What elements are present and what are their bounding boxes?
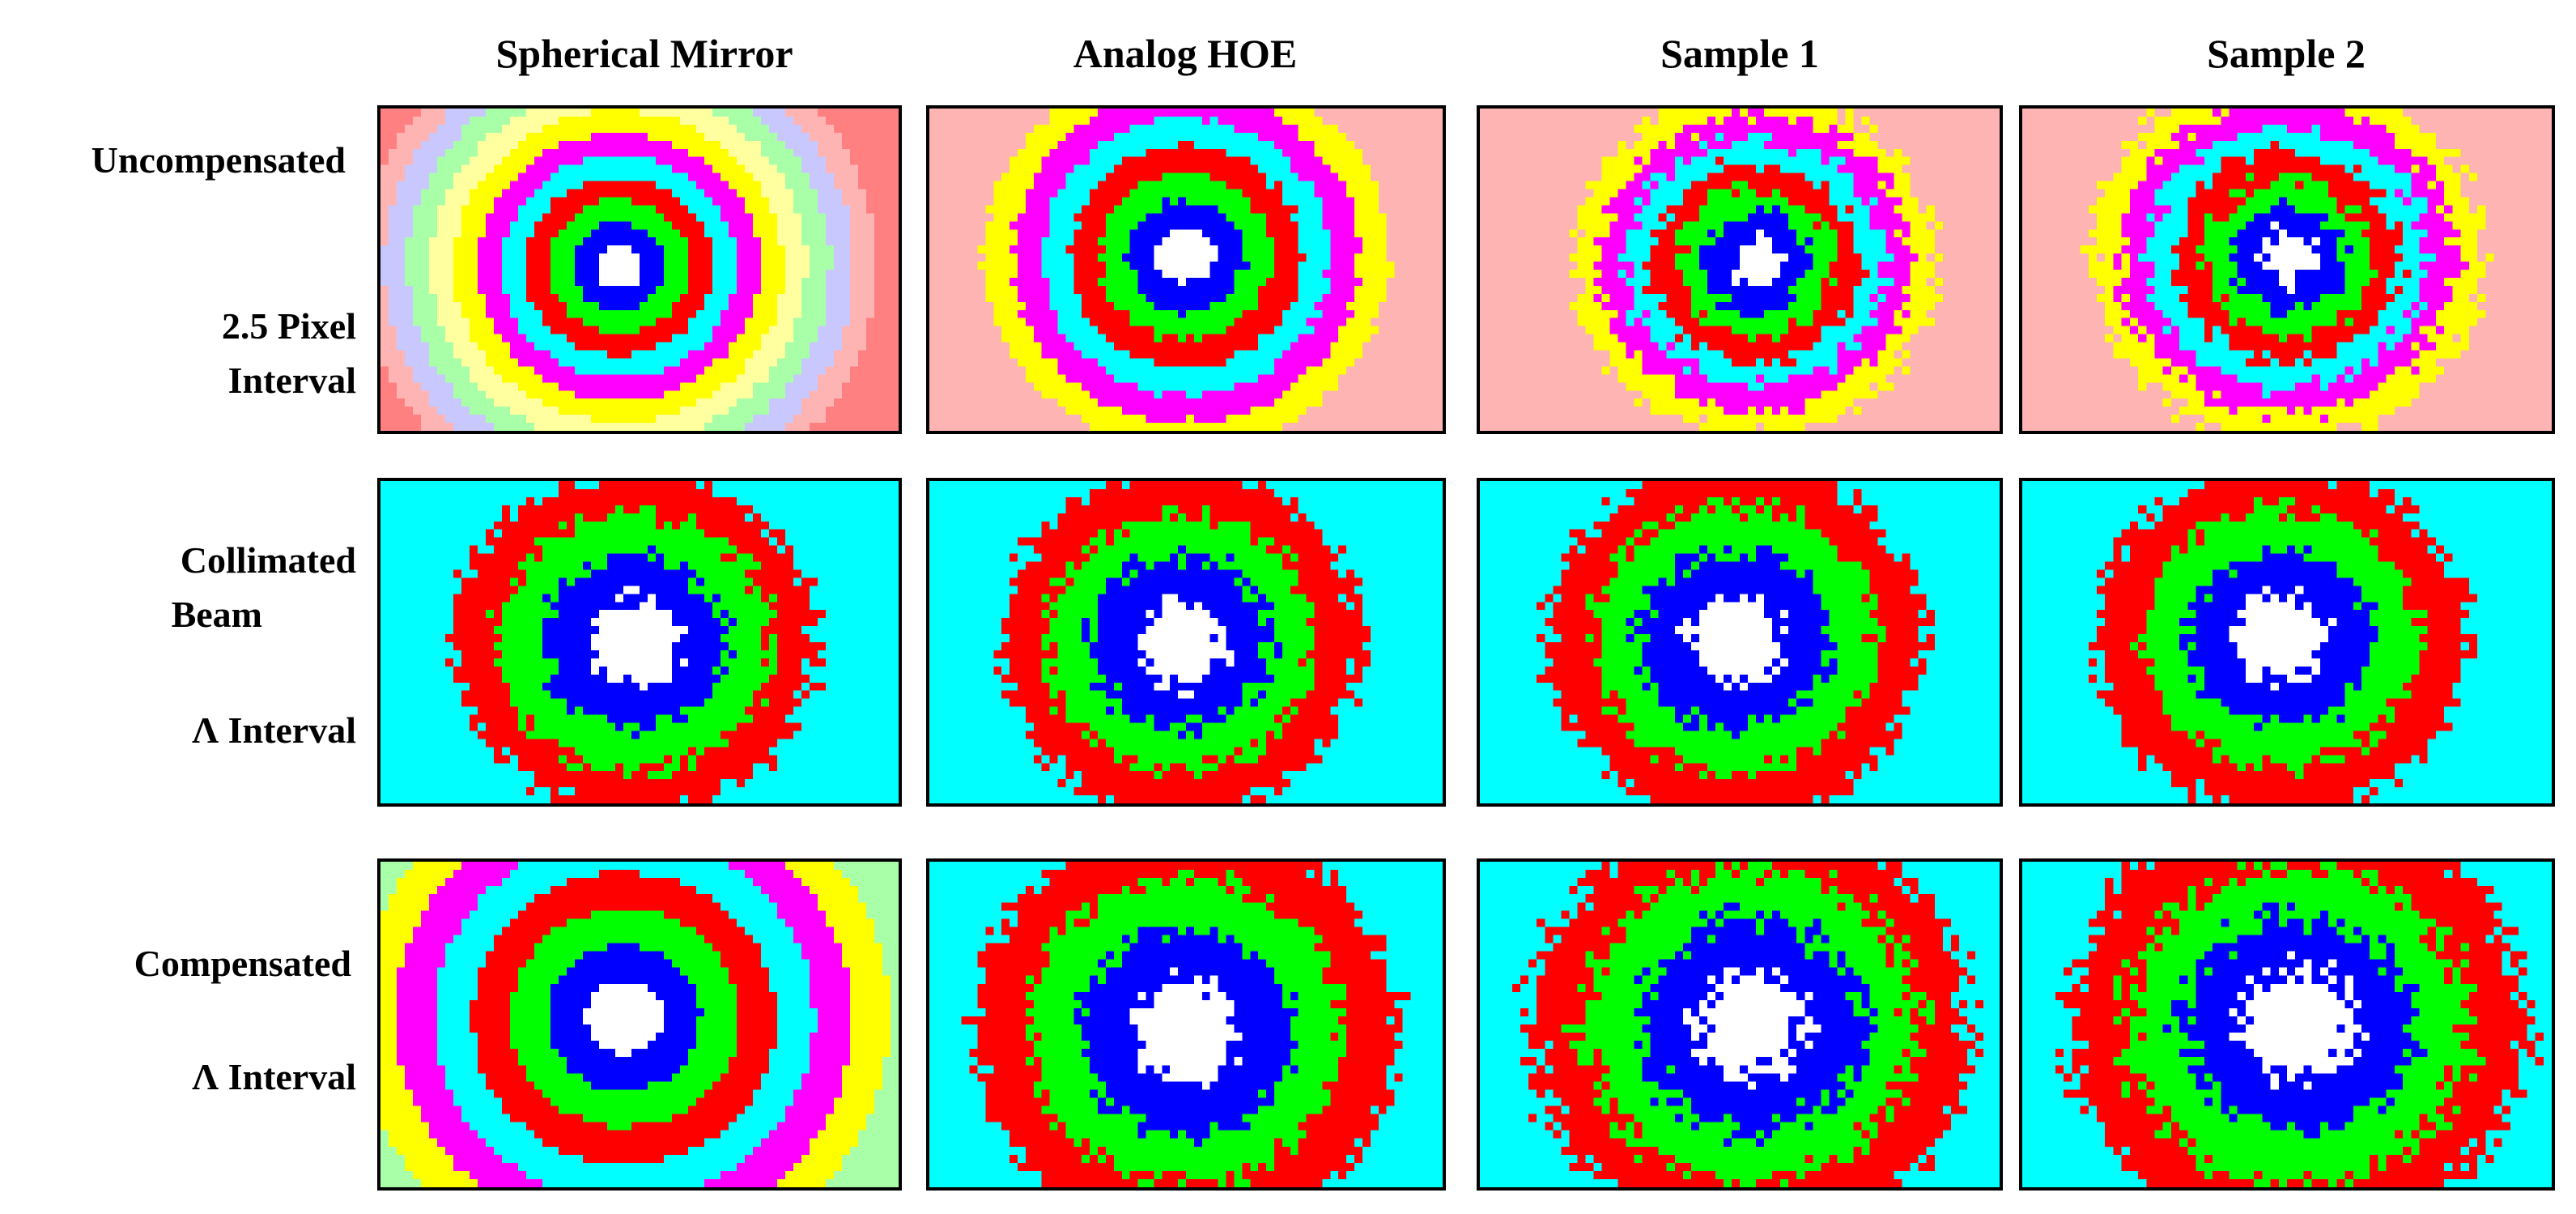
panel-collimated-sample-2 [2019,478,2555,807]
row-label-lambda-interval-compensated: Λ Interval [192,1056,356,1097]
row-label-lambda-interval-collimated: Λ Interval [192,709,356,751]
panel-uncompensated-sample-1 [1477,105,2003,434]
panel-collimated-analog-hoe [926,478,1446,807]
panel-compensated-sample-2 [2019,858,2555,1191]
panel-uncompensated-sample-2 [2019,105,2555,434]
column-header-analog-hoe: Analog HOE [1073,31,1298,76]
panel-compensated-sample-1 [1477,858,2003,1191]
column-header-spherical-mirror: Spherical Mirror [495,31,793,76]
column-header-sample-1: Sample 1 [1660,31,1819,76]
panel-collimated-spherical-mirror [377,478,902,807]
row-label-interval: Interval [227,360,356,401]
panel-collimated-sample-1 [1477,478,2003,807]
row-label-uncompensated: Uncompensated [91,139,346,181]
row-label-collimated: Collimated [180,539,356,581]
panel-compensated-spherical-mirror [377,858,902,1191]
column-header-sample-2: Sample 2 [2207,31,2366,76]
panel-uncompensated-spherical-mirror [377,105,902,434]
panel-compensated-analog-hoe [926,858,1446,1191]
row-label-compensated: Compensated [134,943,351,984]
panel-uncompensated-analog-hoe [926,105,1446,434]
row-label-2-5-pixel: 2.5 Pixel [221,305,356,347]
row-label-beam: Beam [171,594,262,635]
